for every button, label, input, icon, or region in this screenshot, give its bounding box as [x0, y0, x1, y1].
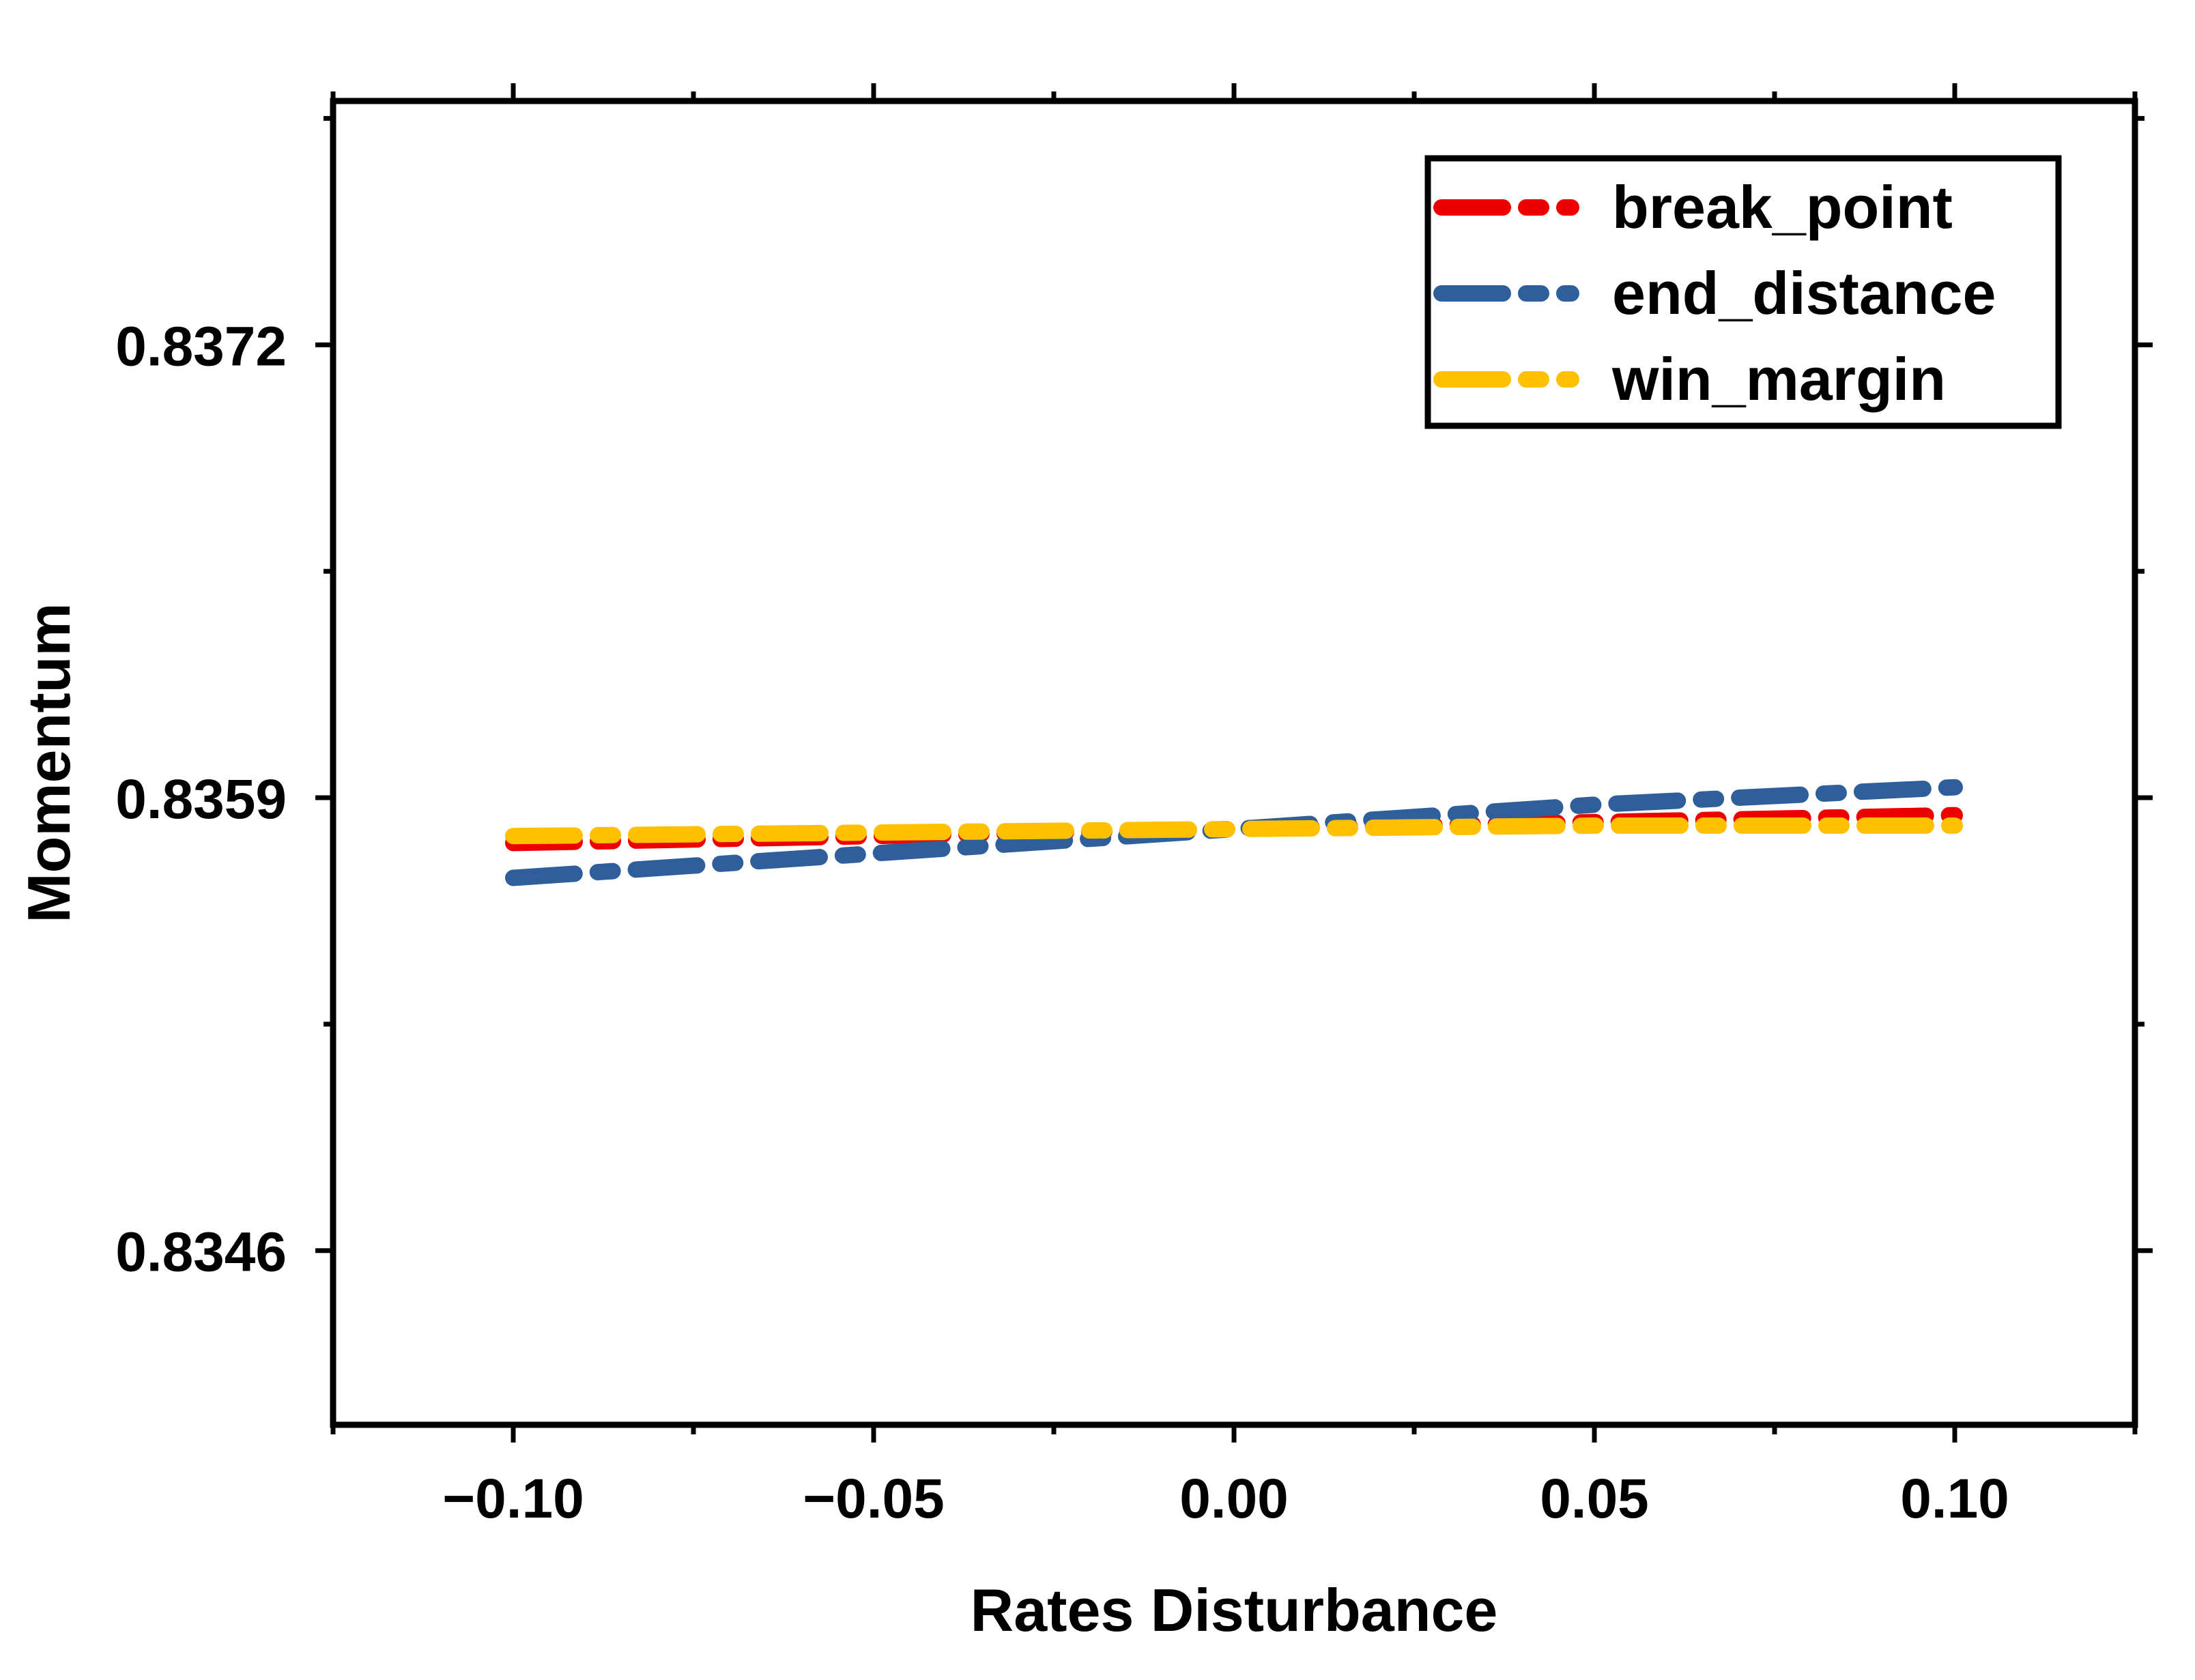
x-tick-label: −0.10 [442, 1468, 584, 1530]
x-tick-label: −0.05 [803, 1468, 944, 1530]
ticks-layer [315, 83, 2153, 1443]
series-line-end-distance [505, 779, 1963, 886]
x-axis-title: Rates Disturbance [971, 1576, 1498, 1644]
x-tick-label: 0.05 [1540, 1468, 1649, 1530]
y-tick-label: 0.8372 [115, 315, 287, 377]
y-axis-title: Momentum [15, 603, 83, 923]
tick-labels-layer: −0.10 −0.05 0.00 0.05 0.10 0.8346 0.8359 0.8372 [115, 315, 2009, 1530]
legend-items: break_point end_distance win_margin [1433, 173, 1996, 413]
legend-label: break_point [1612, 173, 1953, 241]
y-tick-label: 0.8346 [115, 1221, 287, 1284]
legend-label: win_margin [1611, 345, 1946, 413]
x-tick-label: 0.10 [1900, 1468, 2009, 1530]
series-line-win-margin [505, 817, 1963, 845]
x-tick-label: 0.00 [1179, 1468, 1289, 1530]
legend: break_point end_distance win_margin [1424, 155, 2062, 429]
legend-label: end_distance [1612, 259, 1996, 327]
y-tick-label: 0.8359 [115, 768, 287, 830]
series-layer [505, 779, 1963, 886]
